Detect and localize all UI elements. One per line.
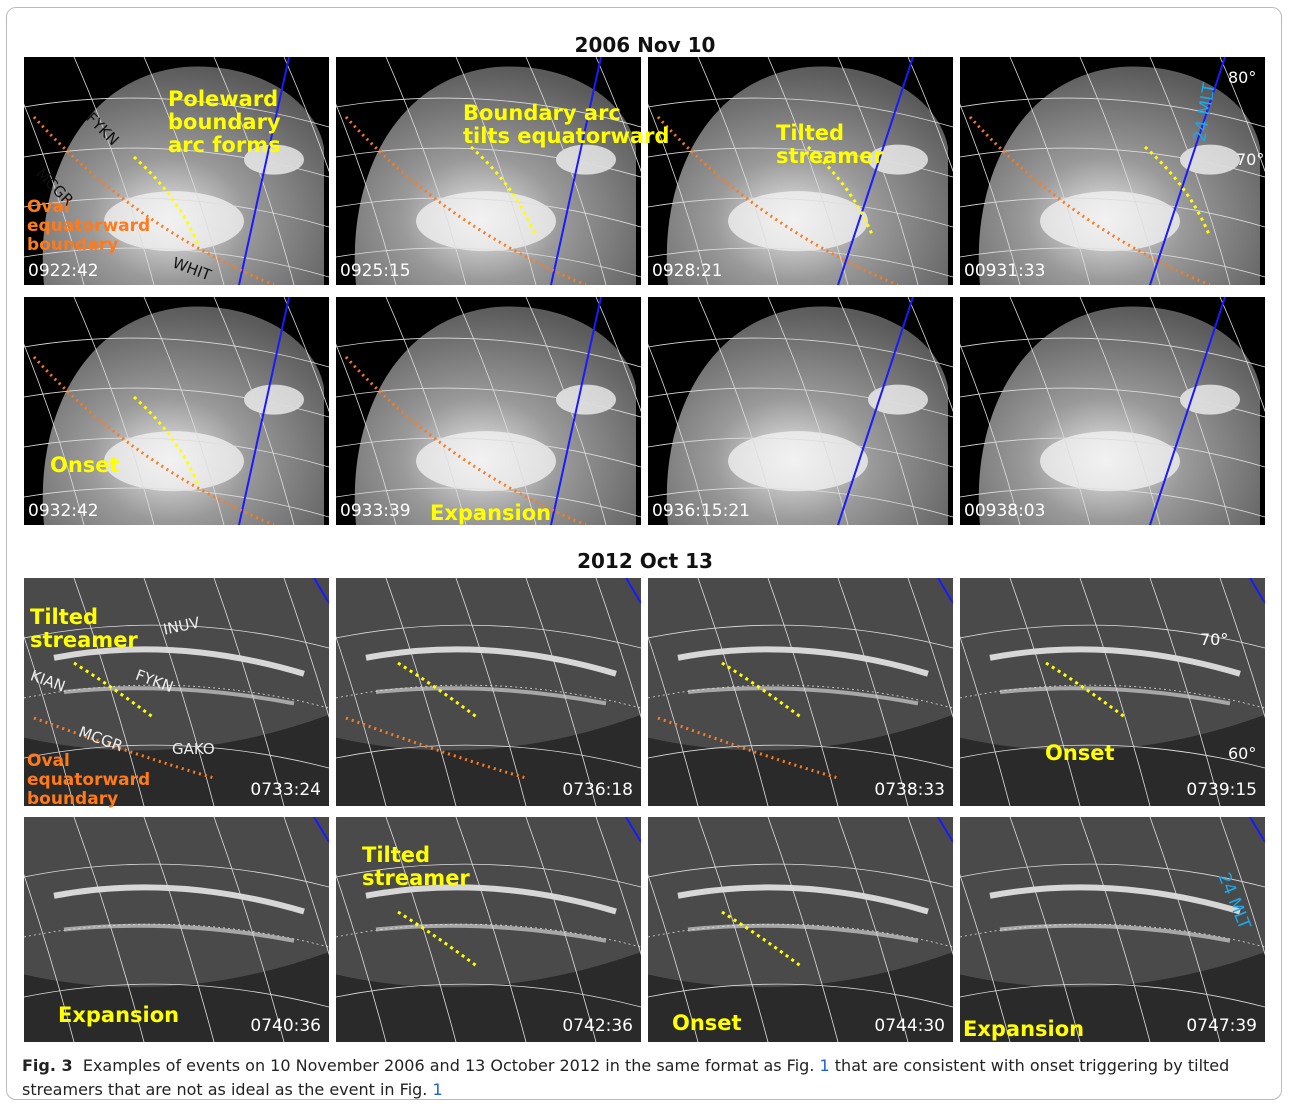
annotation-expansion-2012b: Expansion [963, 1017, 1085, 1041]
timestamp-label: 0738:33 [874, 780, 945, 800]
timestamp-label: 0936:15:21 [652, 501, 750, 521]
figure-caption: Fig. 3 Examples of events on 10 November… [22, 1054, 1272, 1102]
timestamp-label: 0925:15 [340, 261, 411, 281]
annotation-onset-2012b: Onset [672, 1011, 742, 1035]
caption-text-a: Examples of events on 10 November 2006 a… [82, 1056, 815, 1075]
annotation-expansion-2012a: Expansion [58, 1003, 180, 1027]
aurora-panel-2012-2: 0736:18 [336, 578, 641, 806]
annotation-tilted-streamer-2012b: Tilted streamer [362, 843, 470, 890]
aurora-panel-2006-8: 00938:03 [960, 297, 1265, 525]
timestamp-label: 0932:42 [28, 501, 99, 521]
timestamp-label: 0933:39 [340, 501, 411, 521]
annotation-boundary-tilts: Boundary arc tilts equatorward [463, 101, 670, 148]
timestamp-label: 00931:33 [964, 261, 1046, 281]
annotation-oval-boundary-2006: Oval equatorward boundary [27, 197, 151, 255]
timestamp-label: 0739:15 [1186, 780, 1257, 800]
timestamp-label: 00938:03 [964, 501, 1046, 521]
annotation-poleward-arc: Poleward boundary arc forms [168, 87, 281, 157]
timestamp-label: 0742:36 [562, 1016, 633, 1036]
aurora-panel-2006-4: 00931:33 [960, 57, 1265, 285]
aurora-panel-2012-1: 0733:24 [24, 578, 329, 806]
caption-ref-a[interactable]: 1 [819, 1056, 830, 1075]
aurora-panel-2006-6: 0933:39 [336, 297, 641, 525]
aurora-panel-2006-1: 0922:42 [24, 57, 329, 285]
aurora-panel-2012-4: 0739:15 [960, 578, 1265, 806]
aurora-panel-2012-6: 0742:36 [336, 817, 641, 1042]
annotation-tilted-streamer-2006: Tilted streamer [776, 121, 884, 168]
caption-label: Fig. 3 [22, 1056, 73, 1075]
annotation-onset-2006: Onset [50, 453, 120, 477]
aurora-panel-2012-8: 0747:39 [960, 817, 1265, 1042]
annotation-expansion-2006: Expansion [430, 501, 552, 525]
aurora-panel-2012-5: 0740:36 [24, 817, 329, 1042]
latitude-label-70-2006: 70° [1236, 150, 1265, 169]
timestamp-label: 0744:30 [874, 1016, 945, 1036]
station-gako-2012: GAKO [172, 740, 215, 758]
timestamp-label: 0740:36 [250, 1016, 321, 1036]
latitude-label-70-2012: 70° [1200, 630, 1229, 649]
section-title-2012: 2012 Oct 13 [577, 549, 713, 573]
aurora-panel-2006-3: 0928:21 [648, 57, 953, 285]
annotation-oval-boundary-2012: Oval equatorward boundary [27, 751, 151, 809]
section-title-2006: 2006 Nov 10 [574, 33, 716, 57]
aurora-panel-2006-5: 0932:42 [24, 297, 329, 525]
latitude-label-80: 80° [1228, 68, 1257, 87]
timestamp-label: 0928:21 [652, 261, 723, 281]
aurora-panel-2006-2: 0925:15 [336, 57, 641, 285]
timestamp-label: 0747:39 [1186, 1016, 1257, 1036]
annotation-onset-2012a: Onset [1045, 741, 1115, 765]
annotation-tilted-streamer-2012a: Tilted streamer [30, 605, 138, 652]
timestamp-label: 0733:24 [250, 780, 321, 800]
caption-text-b: that are consistent with onset triggerin… [22, 1056, 1230, 1099]
caption-ref-b[interactable]: 1 [432, 1080, 443, 1099]
timestamp-label: 0736:18 [562, 780, 633, 800]
aurora-panel-2012-3: 0738:33 [648, 578, 953, 806]
latitude-label-60: 60° [1228, 744, 1257, 763]
figure-frame [6, 7, 1282, 1100]
timestamp-label: 0922:42 [28, 261, 99, 281]
aurora-panel-2012-7: 0744:30 [648, 817, 953, 1042]
aurora-panel-2006-7: 0936:15:21 [648, 297, 953, 525]
